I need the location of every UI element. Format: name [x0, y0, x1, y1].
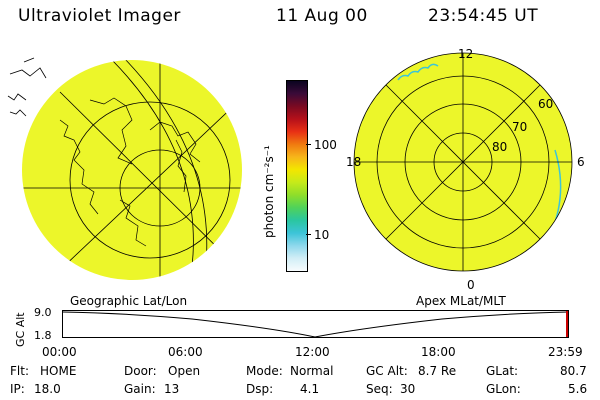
ip-value: 18.0: [34, 382, 61, 396]
latitude-circle: [69, 101, 231, 259]
observation-time: 23:54:45 UT: [428, 6, 539, 26]
altitude-xtick-1200: 12:00: [295, 345, 330, 359]
altitude-curve: [62, 311, 569, 338]
gain-value: 13: [164, 382, 180, 396]
seq-value: 30: [400, 382, 416, 396]
colorbar-tick: [306, 234, 311, 235]
altitude-xtick-0600: 06:00: [168, 345, 203, 359]
coastline: [9, 67, 47, 79]
colorbar-unit-label: photon cm⁻²s⁻¹: [262, 145, 276, 238]
altitude-ytick-bottom: 1.8: [34, 329, 52, 342]
coastline: [119, 199, 147, 247]
altitude-plot: [62, 310, 569, 338]
left-panel-label: Geographic Lat/Lon: [70, 294, 188, 308]
glat-label: GLat:: [486, 364, 519, 378]
altitude-plot-frame: [62, 310, 569, 338]
instrument-title: Ultraviolet Imager: [18, 6, 181, 26]
apex-mlt-map: [353, 52, 573, 272]
seq-label: Seq:: [366, 382, 393, 396]
intensity-colorbar: [286, 80, 308, 272]
mode-label: Mode:: [246, 364, 283, 378]
dsp-value: 4.1: [300, 382, 320, 396]
dsp-label: Dsp:: [246, 382, 274, 396]
mlt-label-0: 0: [467, 278, 475, 292]
right-panel-label: Apex MLat/MLT: [416, 294, 506, 308]
flt-label: Flt:: [10, 364, 29, 378]
altitude-axis-label: GC Alt: [14, 312, 27, 347]
mlat-label-80: 80: [492, 140, 508, 154]
coastline: [149, 121, 201, 163]
door-label: Door:: [124, 364, 157, 378]
altitude-xtick-2359: 23:59: [548, 345, 583, 359]
colorbar-tick-label-10: 10: [314, 228, 330, 242]
glon-label: GLon:: [486, 382, 521, 396]
glon-value: 5.6: [568, 382, 588, 396]
door-value: Open: [168, 364, 201, 378]
geographic-map: [7, 57, 242, 280]
mlat-label-70: 70: [512, 120, 528, 134]
coastline: [59, 119, 99, 215]
flt-value: HOME: [40, 364, 77, 378]
mlt-line-diagonal: [385, 84, 541, 240]
gcalt-label: GC Alt:: [366, 364, 408, 378]
gcalt-value: 8.7 Re: [418, 364, 457, 378]
mode-value: Normal: [290, 364, 334, 378]
meridian-line: [59, 91, 241, 271]
mlt-label-6: 6: [577, 155, 585, 169]
gain-label: Gain:: [124, 382, 156, 396]
left-image-disk: [22, 60, 242, 280]
altitude-xtick-0000: 00:00: [42, 345, 77, 359]
colorbar-tick-label-100: 100: [314, 138, 337, 152]
mlat-label-60: 60: [538, 97, 554, 111]
colorbar-tick: [306, 144, 311, 145]
coastline: [9, 109, 27, 117]
ip-label: IP:: [10, 382, 25, 396]
observation-date: 11 Aug 00: [276, 6, 368, 26]
coastline: [23, 57, 35, 63]
coastline: [89, 97, 133, 165]
mlt-label-12: 12: [458, 47, 474, 61]
meridian-line: [59, 99, 241, 271]
glat-value: 80.7: [560, 364, 587, 378]
altitude-ytick-top: 9.0: [34, 306, 52, 319]
altitude-xtick-1800: 18:00: [421, 345, 456, 359]
coastline: [175, 139, 187, 193]
coastline: [7, 93, 27, 101]
edge-contour: [397, 63, 439, 81]
limb-curve: [111, 60, 194, 280]
mlt-label-18: 18: [346, 155, 362, 169]
